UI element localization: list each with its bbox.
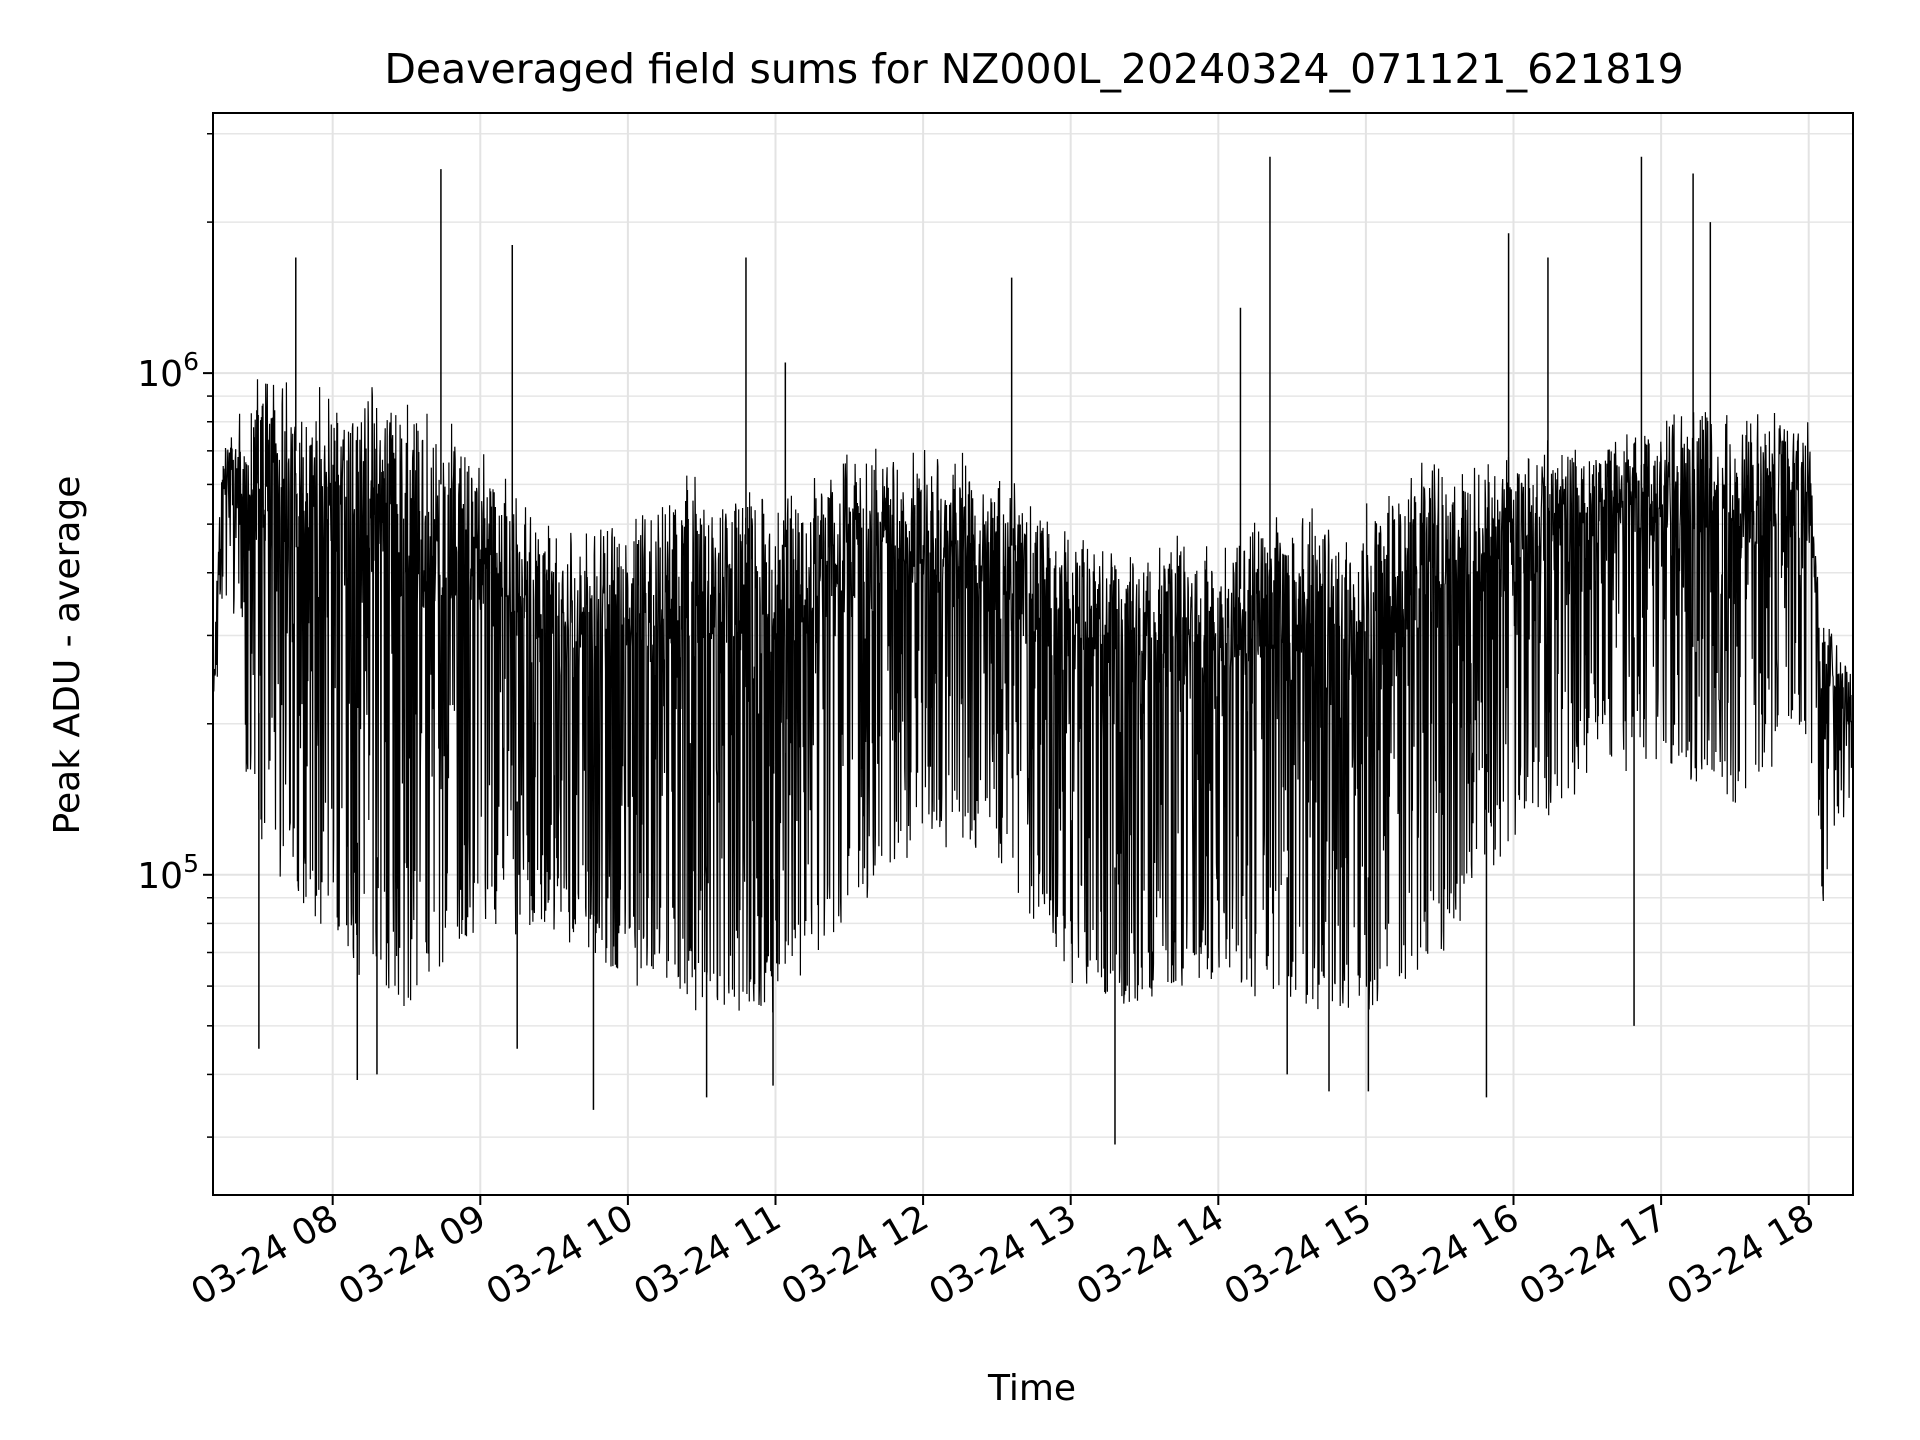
x-axis-label: Time xyxy=(987,1368,1076,1409)
chart-title: Deaveraged field sums for NZ000L_2024032… xyxy=(384,45,1683,93)
y-tick-label: 106 xyxy=(137,347,199,395)
y-tick-label: 105 xyxy=(137,849,199,897)
series xyxy=(212,156,1854,1145)
plot-frame xyxy=(212,112,1854,1196)
y-axis-label: Peak ADU - average xyxy=(47,476,88,835)
series-line xyxy=(212,379,1854,1013)
